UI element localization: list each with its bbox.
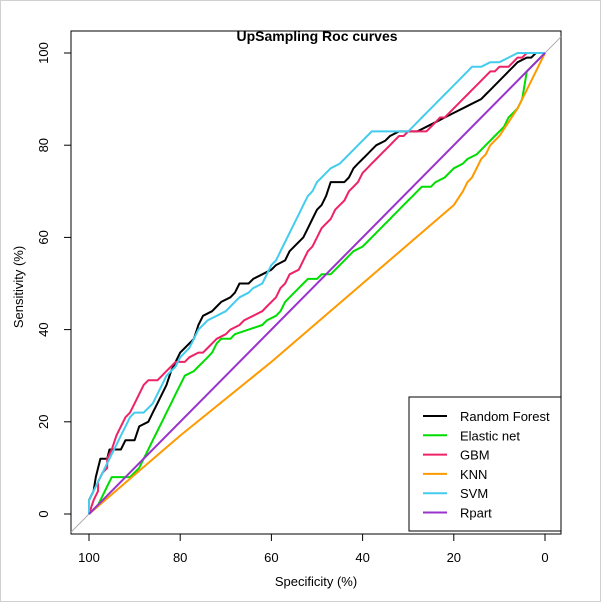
- series-line-gbm: [88, 52, 545, 515]
- legend-label: SVM: [460, 486, 488, 501]
- legend-label: Elastic net: [460, 428, 520, 443]
- legend-label: GBM: [460, 448, 490, 463]
- x-tick-label: 40: [355, 550, 369, 565]
- y-tick-label: 100: [36, 42, 51, 64]
- x-tick-label: 0: [541, 550, 548, 565]
- legend-label: Rpart: [460, 506, 492, 521]
- series-line-svm: [88, 52, 545, 514]
- series-line-elastic-net: [88, 52, 546, 515]
- y-tick-label: 60: [36, 230, 51, 244]
- x-tick-label: 80: [173, 550, 187, 565]
- legend-label: KNN: [460, 467, 487, 482]
- x-axis-title: Specificity (%): [275, 574, 357, 589]
- series-line-random-forest: [88, 52, 545, 514]
- legend-label: Random Forest: [460, 409, 550, 424]
- series-line-rpart: [88, 52, 546, 515]
- chart-title: UpSampling Roc curves: [236, 28, 397, 44]
- y-tick-label: 40: [36, 322, 51, 336]
- series-line-knn: [88, 52, 546, 515]
- y-tick-label: 20: [36, 415, 51, 429]
- legend: Random Forest Elastic net GBM KNN SVM Rpart: [408, 396, 562, 532]
- x-tick-label: 20: [447, 550, 461, 565]
- legend-box: [408, 396, 562, 532]
- y-axis-title: Sensitivity (%): [11, 246, 26, 328]
- y-tick-label: 0: [36, 510, 51, 517]
- y-tick-label: 80: [36, 138, 51, 152]
- x-tick-label: 60: [264, 550, 278, 565]
- x-tick-label: 100: [78, 550, 100, 565]
